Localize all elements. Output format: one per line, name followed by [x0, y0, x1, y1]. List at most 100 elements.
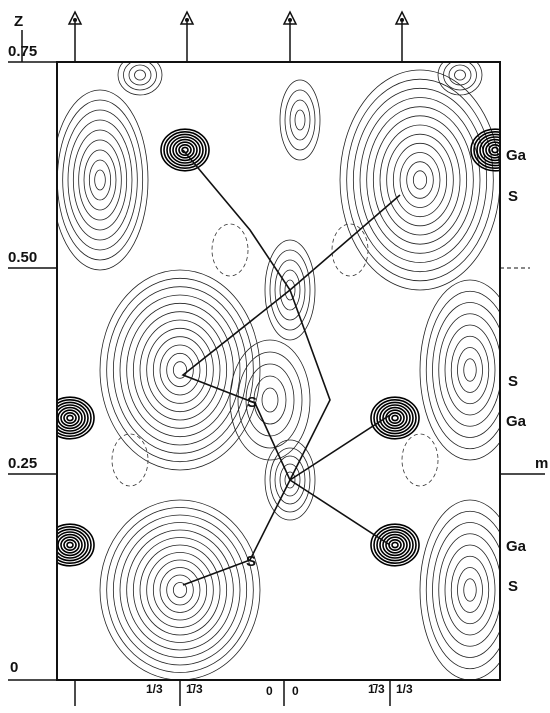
atom-label: S: [508, 373, 518, 390]
contour: [212, 224, 248, 276]
contour: [67, 415, 73, 420]
contour-field: [46, 55, 550, 680]
z-tick: 0: [10, 659, 18, 676]
contour: [451, 556, 489, 624]
contour: [393, 143, 446, 216]
contour: [120, 523, 240, 658]
contour: [367, 107, 474, 254]
contour: [179, 145, 191, 155]
top-markers: [69, 12, 408, 62]
contour: [360, 98, 480, 263]
contour: [280, 80, 320, 160]
atom-label: Ga: [506, 538, 527, 555]
contour: [262, 388, 278, 412]
contour: [120, 295, 240, 445]
contour: [371, 397, 419, 439]
contour: [389, 540, 401, 550]
contour: [52, 90, 148, 270]
contour: [55, 532, 85, 558]
atom-label: S: [508, 188, 518, 205]
z-tick: 0.50: [8, 249, 37, 266]
contour: [140, 545, 220, 635]
contour: [95, 170, 106, 190]
contour: [46, 524, 94, 566]
contour: [55, 405, 85, 431]
contour: [373, 116, 466, 244]
contour: [64, 540, 76, 550]
contour: [129, 65, 151, 85]
contour: [133, 538, 226, 643]
contour: [455, 70, 466, 80]
atom-label: S: [508, 578, 518, 595]
contour: [433, 303, 508, 438]
contour: [124, 60, 157, 90]
contour: [160, 568, 200, 613]
contour: [160, 345, 200, 395]
contour: [127, 530, 234, 650]
bottom-ticks: [75, 680, 390, 706]
map-label: S: [247, 394, 257, 411]
bottom-label: 1̄/3: [186, 682, 203, 696]
map-label: S: [246, 553, 256, 570]
contour: [371, 524, 419, 566]
contour: [84, 150, 116, 210]
contour: [290, 100, 310, 140]
contour: [420, 500, 520, 680]
contour: [254, 376, 286, 424]
contour: [147, 553, 214, 628]
contour: [127, 303, 234, 436]
contour: [67, 542, 73, 547]
contour: [153, 337, 206, 404]
marker-dot: [185, 18, 189, 22]
bottom-label: 0: [292, 684, 299, 698]
bottom-label: 1̄/3: [368, 682, 385, 696]
contour: [89, 160, 110, 200]
contour: [407, 162, 434, 199]
contour: [57, 100, 142, 260]
contour: [140, 320, 220, 420]
contour: [347, 79, 494, 281]
contour: [340, 70, 500, 290]
contour: [464, 579, 477, 602]
contour: [449, 65, 471, 85]
contour: [295, 110, 305, 130]
contour: [445, 545, 495, 635]
contour: [420, 280, 520, 460]
contour: [107, 508, 254, 673]
marker-dot: [400, 18, 404, 22]
z-tick: 0.75: [8, 43, 37, 60]
contour: [458, 348, 483, 393]
contour: [285, 90, 315, 150]
contour: [402, 434, 438, 486]
bond-line: [183, 195, 400, 545]
contour: [64, 413, 76, 423]
marker-dot: [73, 18, 77, 22]
atom-label: Ga: [506, 413, 527, 430]
contour: [161, 129, 209, 171]
contour: [389, 413, 401, 423]
z-tick: 0.25: [8, 455, 37, 472]
contour: [392, 415, 398, 420]
contour: [451, 336, 489, 404]
z-label: Z: [14, 13, 23, 30]
contour: [433, 523, 508, 658]
contour: [170, 137, 200, 163]
bond-line: [183, 150, 330, 585]
density-map-figure: Z 0.75 0.50 0.25 0 Ga S S Ga Ga S m S S …: [0, 0, 550, 708]
mirror-label: m: [535, 455, 548, 472]
contour: [439, 314, 502, 427]
contour: [380, 125, 460, 235]
contour: [167, 575, 194, 605]
contour: [464, 359, 477, 382]
contour: [135, 70, 146, 80]
contour: [439, 534, 502, 647]
marker-dot: [288, 18, 292, 22]
contour: [107, 278, 254, 461]
contour: [392, 542, 398, 547]
atom-label: Ga: [506, 147, 527, 164]
contour: [444, 60, 477, 90]
contour: [73, 130, 126, 230]
contour: [147, 328, 214, 411]
bottom-label: 0: [266, 684, 273, 698]
contour: [63, 110, 138, 250]
